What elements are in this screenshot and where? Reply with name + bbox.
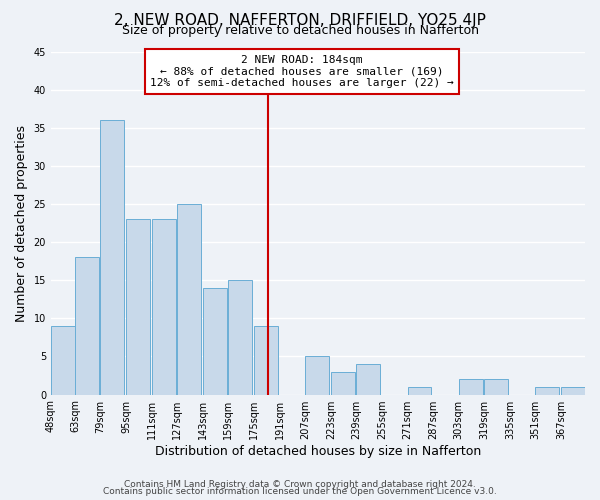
Bar [331, 372, 355, 394]
Bar [561, 387, 585, 394]
Bar [407, 387, 431, 394]
Bar [305, 356, 329, 395]
Bar [229, 280, 253, 394]
Text: Contains public sector information licensed under the Open Government Licence v3: Contains public sector information licen… [103, 487, 497, 496]
Bar [458, 380, 482, 394]
Text: Contains HM Land Registry data © Crown copyright and database right 2024.: Contains HM Land Registry data © Crown c… [124, 480, 476, 489]
Bar [100, 120, 124, 394]
Bar [126, 219, 150, 394]
X-axis label: Distribution of detached houses by size in Nafferton: Distribution of detached houses by size … [155, 444, 481, 458]
Bar [152, 219, 176, 394]
Bar [535, 387, 559, 394]
Bar [203, 288, 227, 395]
Bar [484, 380, 508, 394]
Bar [51, 326, 75, 394]
Y-axis label: Number of detached properties: Number of detached properties [15, 124, 28, 322]
Text: 2 NEW ROAD: 184sqm
← 88% of detached houses are smaller (169)
12% of semi-detach: 2 NEW ROAD: 184sqm ← 88% of detached hou… [150, 55, 454, 88]
Bar [356, 364, 380, 394]
Text: 2, NEW ROAD, NAFFERTON, DRIFFIELD, YO25 4JP: 2, NEW ROAD, NAFFERTON, DRIFFIELD, YO25 … [114, 12, 486, 28]
Bar [177, 204, 201, 394]
Bar [254, 326, 278, 394]
Bar [75, 258, 99, 394]
Text: Size of property relative to detached houses in Nafferton: Size of property relative to detached ho… [121, 24, 479, 37]
